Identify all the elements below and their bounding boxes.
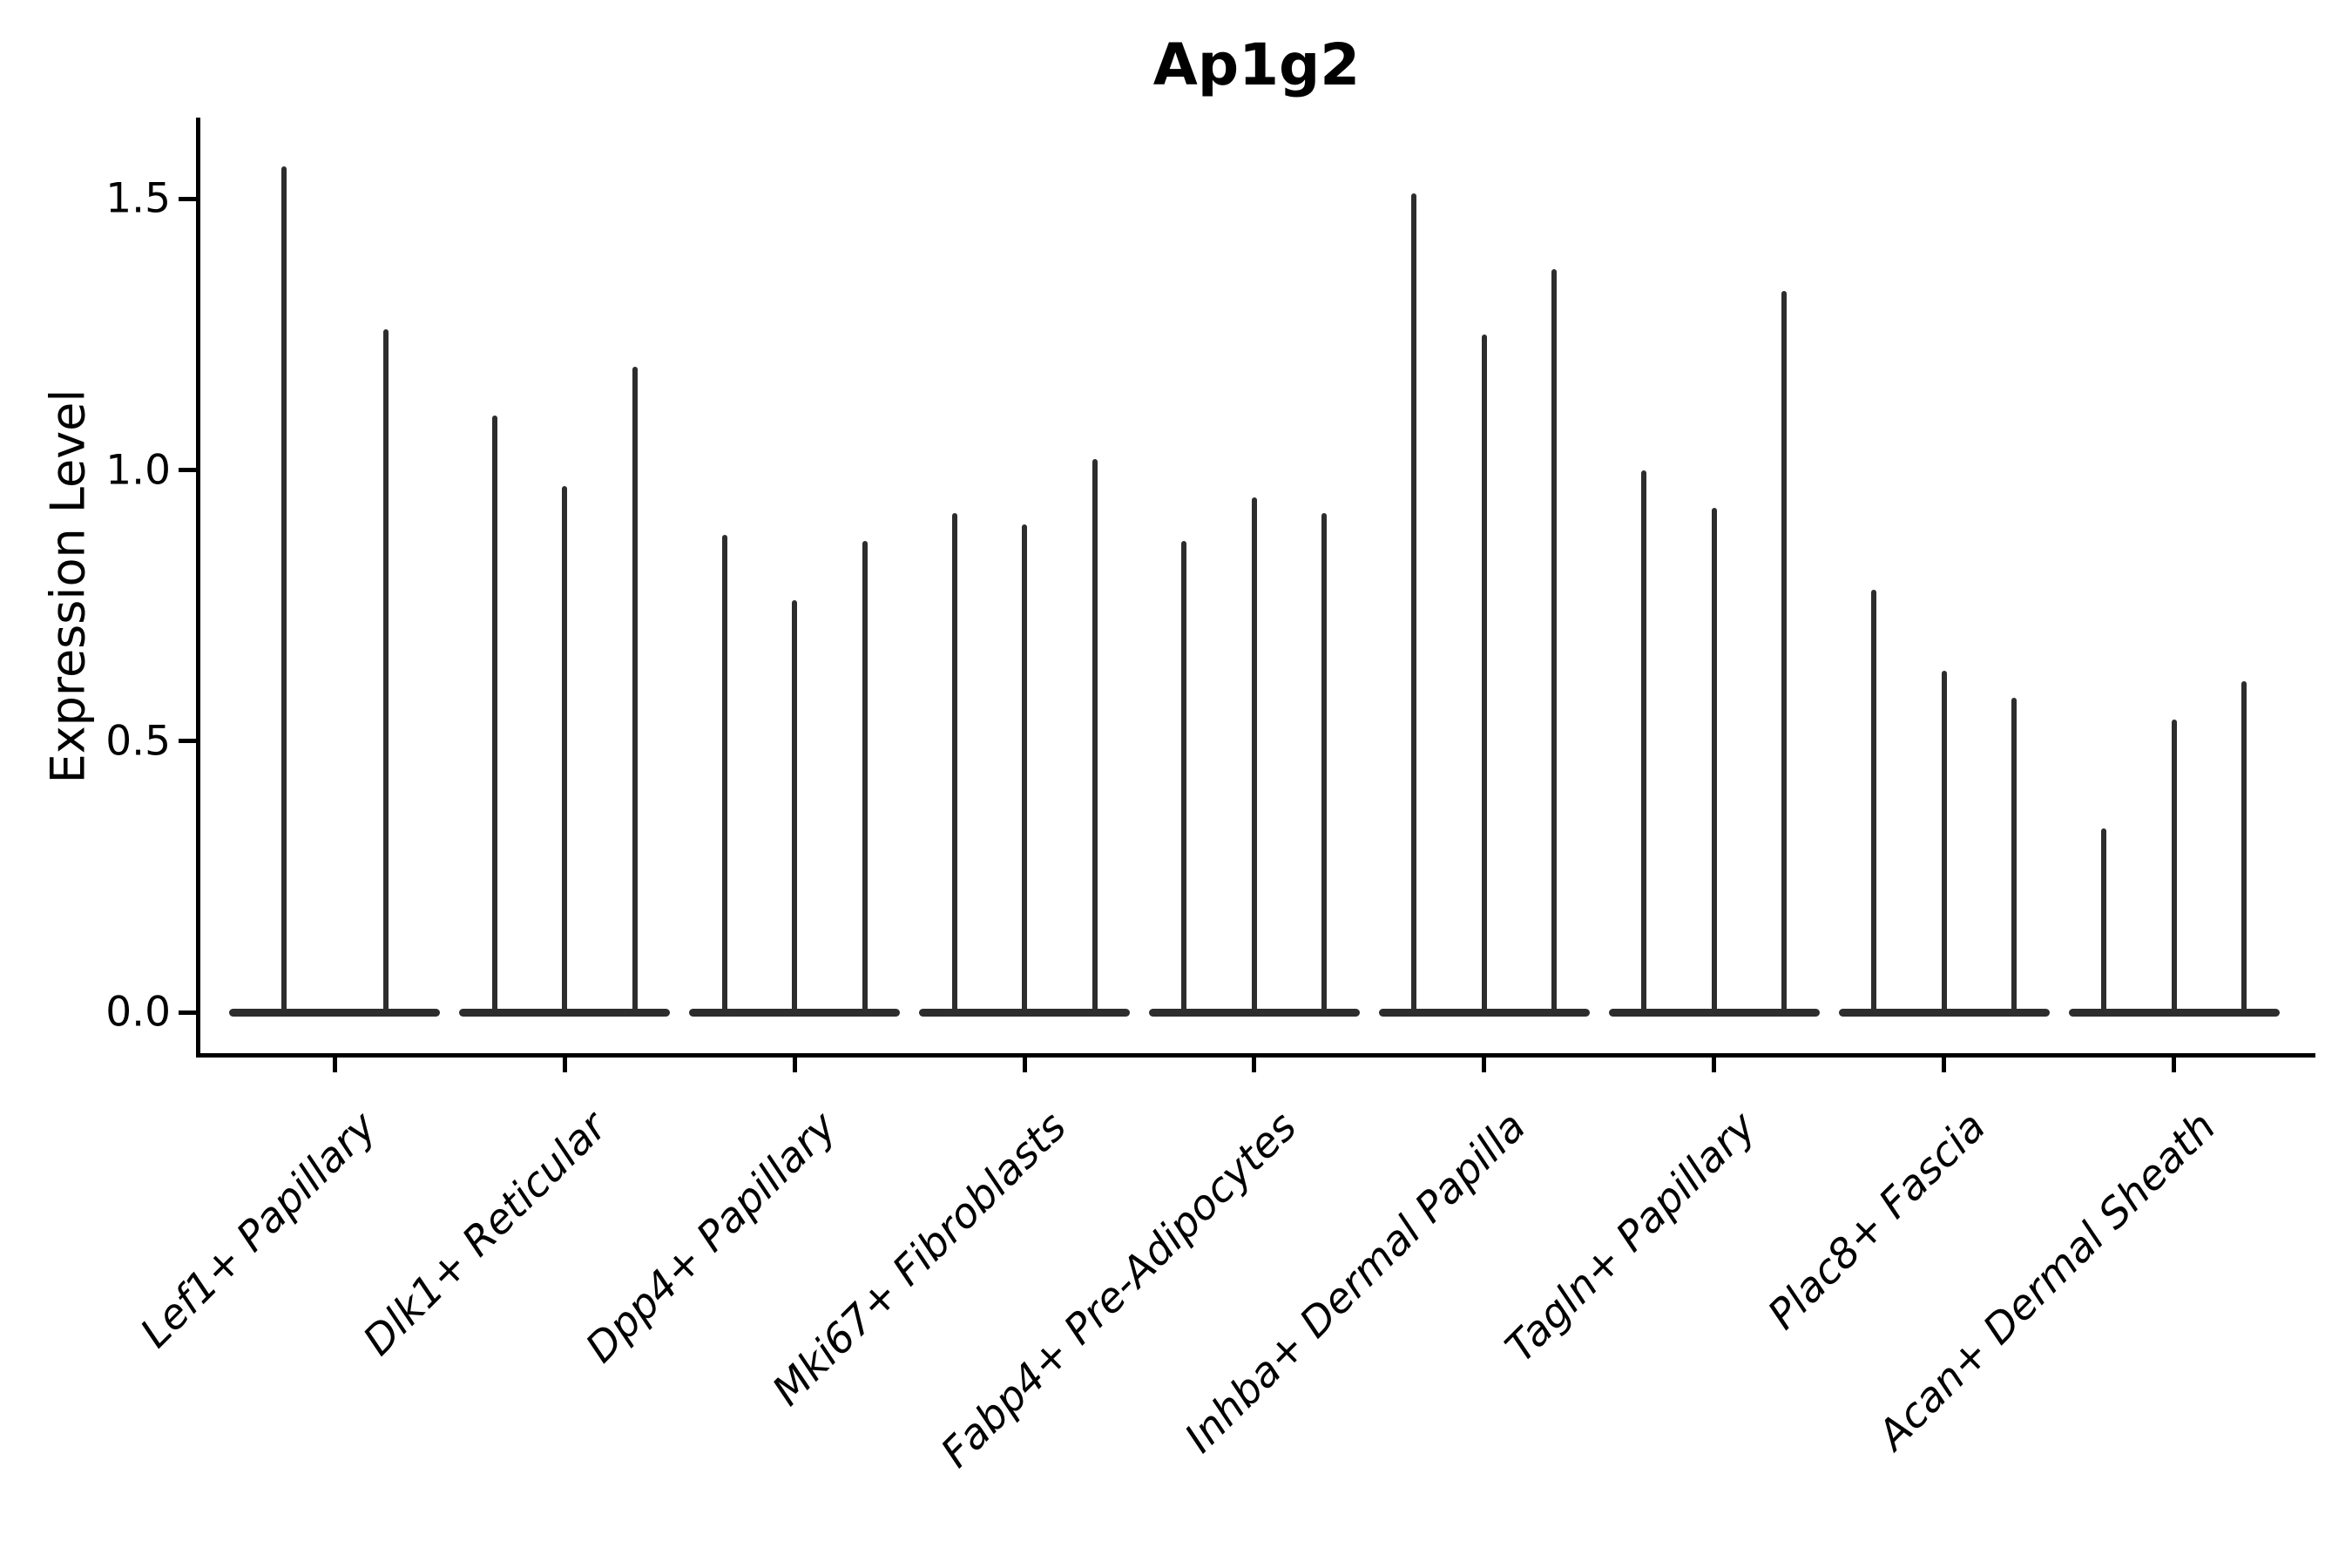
violin-spike (2011, 698, 2017, 1013)
violin-base (229, 1008, 441, 1017)
violin-base (919, 1008, 1130, 1017)
x-tick-mark (332, 1057, 337, 1072)
violin-spike (1711, 508, 1717, 1013)
violin-spike (382, 328, 389, 1013)
violin-spike (1411, 193, 1417, 1013)
x-tick-label: Lef1+ Papillary (132, 1103, 387, 1358)
violin-spike (1251, 497, 1257, 1013)
y-tick-label: 1.5 (105, 174, 171, 223)
violin-base (2068, 1008, 2280, 1017)
x-axis-spine (195, 1052, 2315, 1058)
violin-spike (1481, 334, 1487, 1013)
violin-spike (1321, 513, 1328, 1013)
violin-spike (280, 166, 287, 1013)
violin-spike (1181, 540, 1187, 1013)
x-tick-label: Dpp4+ Papillary (576, 1103, 847, 1373)
violin-spike (2171, 720, 2177, 1013)
x-tick-label: Tagln+ Papillary (1496, 1103, 1766, 1372)
violin-spike (792, 600, 798, 1013)
violin-spike (1641, 470, 1647, 1013)
x-tick-mark (1252, 1057, 1257, 1072)
y-tick-mark (179, 1010, 196, 1015)
x-tick-mark (2172, 1057, 2176, 1072)
x-tick-mark (562, 1057, 567, 1072)
violin-spike (632, 367, 638, 1013)
violin-spike (491, 416, 497, 1013)
violin-spike (1092, 459, 1098, 1013)
violin-spike (862, 540, 868, 1013)
violin-base (1148, 1008, 1360, 1017)
violin-spike (562, 486, 568, 1013)
violin-spike (2101, 828, 2106, 1013)
violin-spike (721, 535, 727, 1013)
violin-spike (1941, 670, 1947, 1013)
x-tick-label: Dlk1+ Reticular (354, 1103, 617, 1365)
chart-title: Ap1g2 (1152, 31, 1361, 98)
y-axis-spine (195, 118, 200, 1057)
violin-spike (1022, 524, 1027, 1013)
x-tick-mark (1482, 1057, 1487, 1072)
x-tick-mark (1022, 1057, 1027, 1072)
x-tick-mark (1712, 1057, 1717, 1072)
x-tick-mark (792, 1057, 797, 1072)
y-tick-label: 1.0 (105, 446, 171, 495)
x-tick-mark (1942, 1057, 1947, 1072)
violin-base (459, 1008, 671, 1017)
y-tick-mark (179, 196, 196, 201)
violin-base (689, 1008, 901, 1017)
violin-spike (951, 513, 957, 1013)
y-tick-label: 0.0 (105, 988, 171, 1037)
y-tick-label: 0.5 (105, 717, 171, 766)
violin-spike (1781, 291, 1788, 1013)
violin-base (1378, 1008, 1590, 1017)
violin-base (1608, 1008, 1820, 1017)
violin-spike (2241, 681, 2247, 1013)
violin-base (1838, 1008, 2050, 1017)
violin-spike (1871, 589, 1877, 1013)
y-tick-mark (179, 468, 196, 473)
violin-spike (1551, 269, 1558, 1013)
x-tick-label: Plac8+ Fascia (1759, 1103, 1996, 1340)
y-tick-mark (179, 739, 196, 744)
